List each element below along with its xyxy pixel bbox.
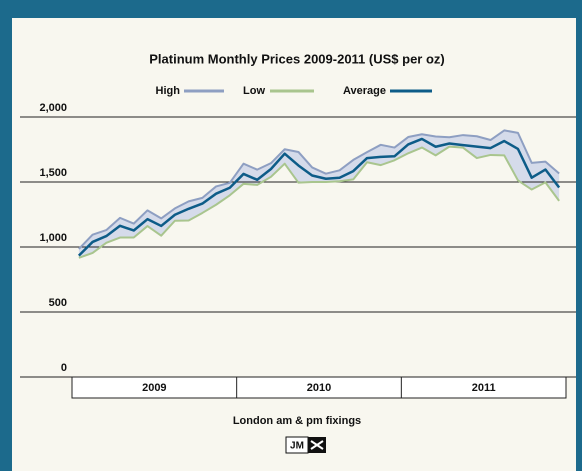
- x-tick-label: 2011: [472, 382, 496, 394]
- line: [77, 137, 561, 257]
- logo-text: JM: [290, 441, 304, 452]
- y-tick-label: 1,000: [39, 232, 67, 244]
- legend-label: Low: [243, 85, 265, 97]
- logo-mark: [310, 440, 324, 450]
- chart-title: Platinum Monthly Prices 2009-2011 (US$ p…: [149, 51, 445, 66]
- range-band: [78, 130, 560, 258]
- y-tick-label: 1,500: [39, 167, 67, 179]
- y-tick-label: 2,000: [39, 102, 67, 114]
- legend-label: High: [156, 85, 181, 97]
- x-axis-box: [71, 376, 567, 399]
- x-tick-label: 2010: [307, 382, 331, 394]
- y-tick-label: 0: [61, 362, 67, 374]
- y-tick-label: 500: [49, 297, 67, 309]
- line: [78, 145, 560, 259]
- x-axis-note: London am & pm fixings: [233, 415, 361, 427]
- line: [78, 129, 560, 250]
- legend-label: Average: [343, 85, 386, 97]
- x-tick-label: 2009: [142, 382, 166, 394]
